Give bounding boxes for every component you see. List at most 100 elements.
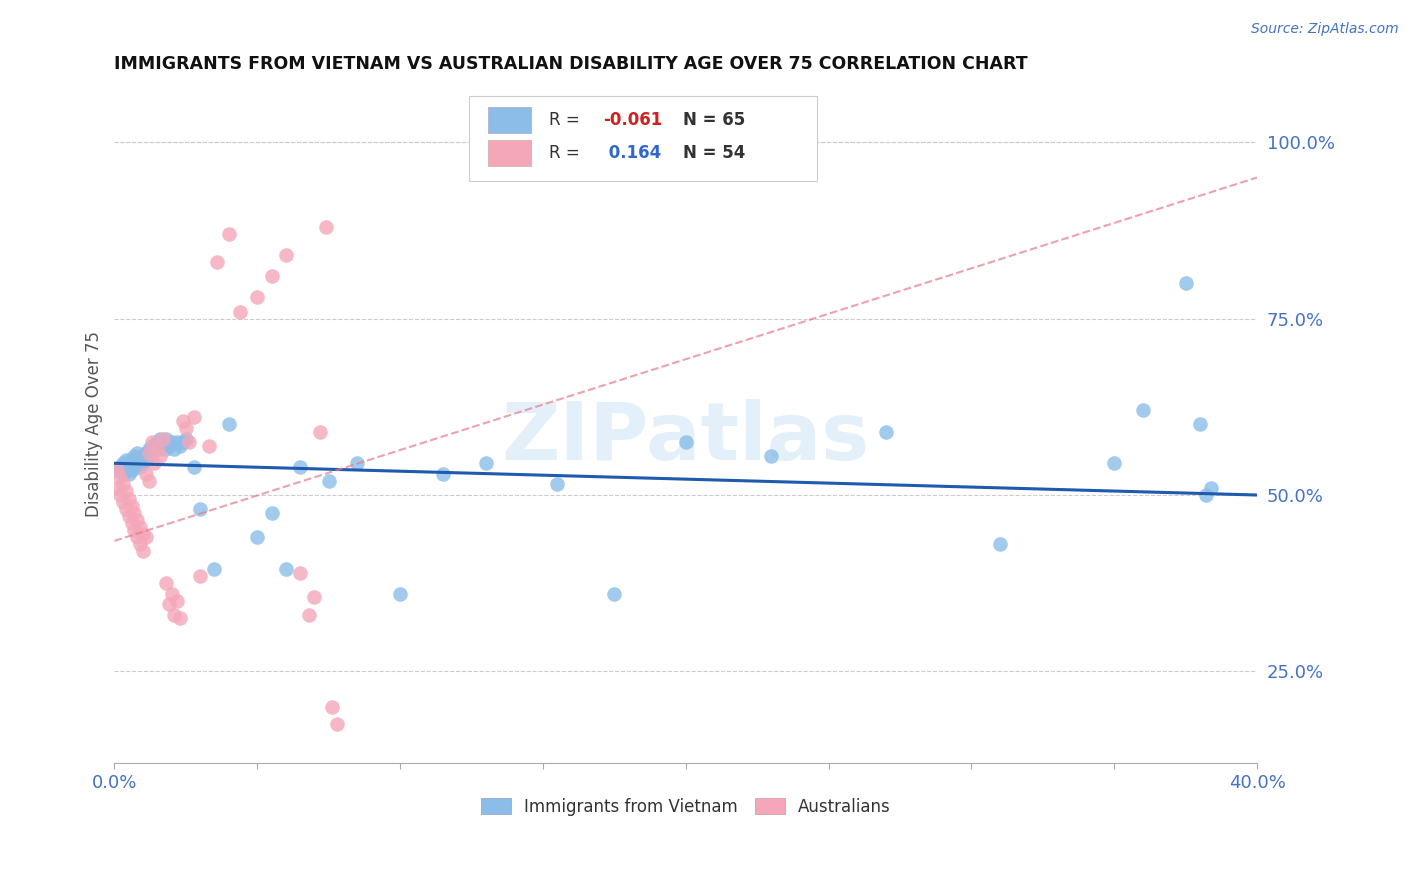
Point — [152, 435, 174, 450]
Point — [111, 477, 134, 491]
Point — [121, 499, 143, 513]
Point — [135, 530, 157, 544]
Point — [675, 435, 697, 450]
Point — [135, 467, 157, 481]
Point — [315, 219, 337, 234]
Point — [111, 467, 134, 481]
Point — [108, 459, 131, 474]
Point — [298, 607, 321, 622]
Point — [115, 484, 138, 499]
Point — [129, 452, 152, 467]
Bar — [488, 107, 531, 133]
Point — [124, 506, 146, 520]
Point — [218, 227, 240, 241]
Point — [138, 442, 160, 457]
Point — [274, 248, 297, 262]
Point — [115, 452, 138, 467]
Point — [318, 474, 340, 488]
Point — [246, 530, 269, 544]
Point — [149, 449, 172, 463]
Point — [129, 537, 152, 551]
Point — [197, 439, 219, 453]
Point — [127, 456, 149, 470]
FancyBboxPatch shape — [468, 96, 817, 181]
Point — [163, 442, 186, 457]
Point — [163, 607, 186, 622]
Point — [389, 587, 412, 601]
Point — [121, 463, 143, 477]
Point — [124, 449, 146, 463]
Point — [260, 269, 283, 284]
Point — [115, 502, 138, 516]
Point — [121, 452, 143, 467]
Point — [118, 467, 141, 481]
Point — [111, 456, 134, 470]
Point — [188, 569, 211, 583]
Point — [288, 566, 311, 580]
Point — [172, 414, 194, 428]
Point — [143, 442, 166, 457]
Text: R =: R = — [548, 144, 585, 161]
Point — [132, 526, 155, 541]
Point — [202, 562, 225, 576]
Point — [1102, 456, 1125, 470]
Point — [155, 442, 177, 457]
Point — [138, 449, 160, 463]
Text: IMMIGRANTS FROM VIETNAM VS AUSTRALIAN DISABILITY AGE OVER 75 CORRELATION CHART: IMMIGRANTS FROM VIETNAM VS AUSTRALIAN DI… — [114, 55, 1028, 73]
Point — [143, 456, 166, 470]
Point — [118, 459, 141, 474]
Point — [118, 491, 141, 506]
Point — [246, 290, 269, 304]
Point — [1188, 417, 1211, 432]
Point — [546, 477, 568, 491]
Text: N = 54: N = 54 — [683, 144, 745, 161]
Point — [146, 435, 169, 450]
Point — [127, 530, 149, 544]
Point — [988, 537, 1011, 551]
Point — [183, 410, 205, 425]
Point — [132, 449, 155, 463]
Point — [132, 456, 155, 470]
Point — [761, 449, 783, 463]
Point — [1194, 488, 1216, 502]
Point — [274, 562, 297, 576]
Point — [124, 459, 146, 474]
Point — [135, 452, 157, 467]
Point — [183, 459, 205, 474]
Point — [177, 435, 200, 450]
Point — [141, 445, 163, 459]
Point — [152, 439, 174, 453]
Point — [188, 502, 211, 516]
Point — [166, 435, 188, 450]
Point — [432, 467, 454, 481]
Text: 0.164: 0.164 — [603, 144, 662, 161]
Point — [603, 587, 626, 601]
Point — [129, 459, 152, 474]
Point — [129, 520, 152, 534]
Point — [160, 435, 183, 450]
Point — [152, 432, 174, 446]
Point — [174, 432, 197, 446]
Point — [218, 417, 240, 432]
Point — [155, 432, 177, 446]
Point — [138, 445, 160, 459]
Text: R =: R = — [548, 112, 585, 129]
Point — [127, 445, 149, 459]
Legend: Immigrants from Vietnam, Australians: Immigrants from Vietnam, Australians — [474, 791, 897, 822]
Point — [260, 506, 283, 520]
Point — [172, 435, 194, 450]
Point — [160, 587, 183, 601]
Point — [304, 591, 326, 605]
Point — [141, 435, 163, 450]
Point — [105, 463, 128, 477]
Point — [108, 488, 131, 502]
Point — [155, 576, 177, 591]
Bar — [488, 140, 531, 166]
Point — [1174, 277, 1197, 291]
Point — [146, 442, 169, 457]
Text: ZIPatlas: ZIPatlas — [502, 399, 870, 477]
Point — [229, 304, 252, 318]
Point — [326, 717, 349, 731]
Point — [115, 463, 138, 477]
Text: N = 65: N = 65 — [683, 112, 745, 129]
